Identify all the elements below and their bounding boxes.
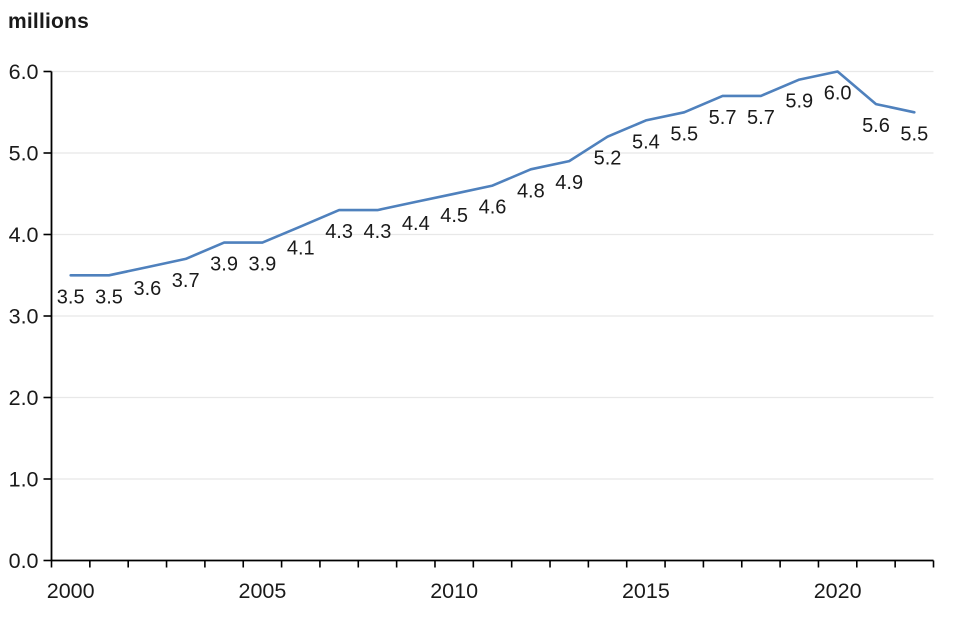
data-label: 3.9 <box>210 254 238 276</box>
data-label: 5.6 <box>862 115 890 137</box>
y-tick-label: 2.0 <box>9 386 39 410</box>
data-labels: 3.5 3.5 3.6 3.7 3.9 3.9 4.1 4.3 4.3 4.4 4.5 4.6 4.8 4… <box>57 83 928 309</box>
data-label: 5.5 <box>670 123 698 145</box>
data-label: 4.4 <box>402 213 430 235</box>
x-tick-labels: 2000 2005 2010 2015 2020 <box>47 579 862 603</box>
data-label: 4.3 <box>325 221 353 243</box>
y-axis-ticks <box>43 70 52 562</box>
data-label: 6.0 <box>824 83 852 105</box>
x-tick-label: 2000 <box>47 579 95 603</box>
x-axis-ticks <box>50 560 935 568</box>
y-tick-label: 3.0 <box>9 305 39 329</box>
data-label: 3.9 <box>249 254 277 276</box>
data-label: 3.5 <box>95 286 123 308</box>
gridlines <box>51 70 934 480</box>
y-tick-label: 4.0 <box>9 223 39 247</box>
data-label: 4.6 <box>479 197 507 219</box>
x-tick-label: 2015 <box>622 579 670 603</box>
y-tick-labels: 0.0 1.0 2.0 3.0 4.0 5.0 6.0 <box>9 60 39 573</box>
data-label: 3.5 <box>57 286 85 308</box>
y-tick-label: 1.0 <box>9 468 39 492</box>
y-tick-label: 6.0 <box>9 60 39 84</box>
data-label: 5.4 <box>632 131 660 153</box>
data-label: 4.3 <box>364 221 392 243</box>
y-tick-label: 5.0 <box>9 142 39 166</box>
data-label: 5.2 <box>594 148 622 170</box>
data-label: 4.8 <box>517 180 545 202</box>
series-line <box>69 70 916 277</box>
x-tick-label: 2010 <box>430 579 478 603</box>
data-label: 5.7 <box>709 107 737 129</box>
data-label: 3.7 <box>172 270 200 292</box>
data-label: 5.7 <box>747 107 775 129</box>
data-label: 5.9 <box>785 91 813 113</box>
x-tick-label: 2005 <box>238 579 286 603</box>
data-label: 4.9 <box>555 172 583 194</box>
x-tick-label: 2020 <box>814 579 862 603</box>
data-label: 5.5 <box>900 123 928 145</box>
data-label: 4.1 <box>287 237 315 259</box>
data-label: 4.5 <box>440 205 468 227</box>
data-label: 3.6 <box>133 278 161 300</box>
unit-label: millions <box>8 10 89 33</box>
y-tick-label: 0.0 <box>9 549 39 573</box>
